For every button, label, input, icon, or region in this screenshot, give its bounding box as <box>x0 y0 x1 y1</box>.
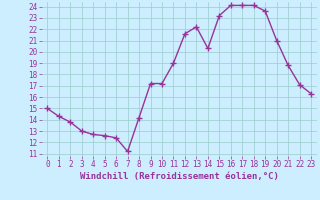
X-axis label: Windchill (Refroidissement éolien,°C): Windchill (Refroidissement éolien,°C) <box>80 172 279 181</box>
